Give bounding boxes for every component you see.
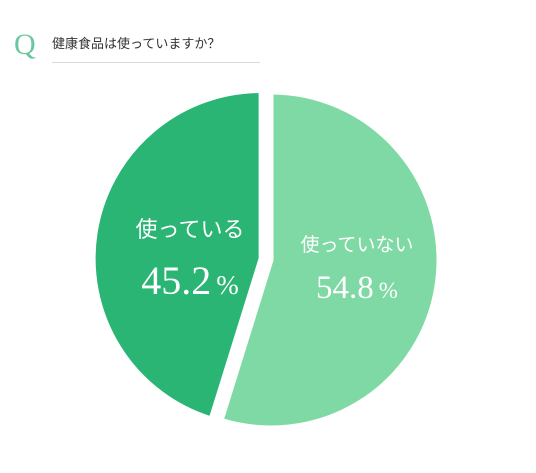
slice-percent-not-uses: 54.8% [316,270,398,306]
question-header: Q 健康食品は使っていますか？ [14,30,260,66]
question-marker: Q [14,28,36,61]
question-underline [52,62,260,63]
pie-slice-not-uses [217,89,442,431]
slice-percent-uses: 45.2% [141,258,239,303]
slice-label-uses: 使っている [136,218,245,243]
question-title: 健康食品は使っていますか？ [52,37,221,52]
slice-label-not-uses: 使っていない [300,234,413,256]
pie-slice-uses [90,87,264,423]
